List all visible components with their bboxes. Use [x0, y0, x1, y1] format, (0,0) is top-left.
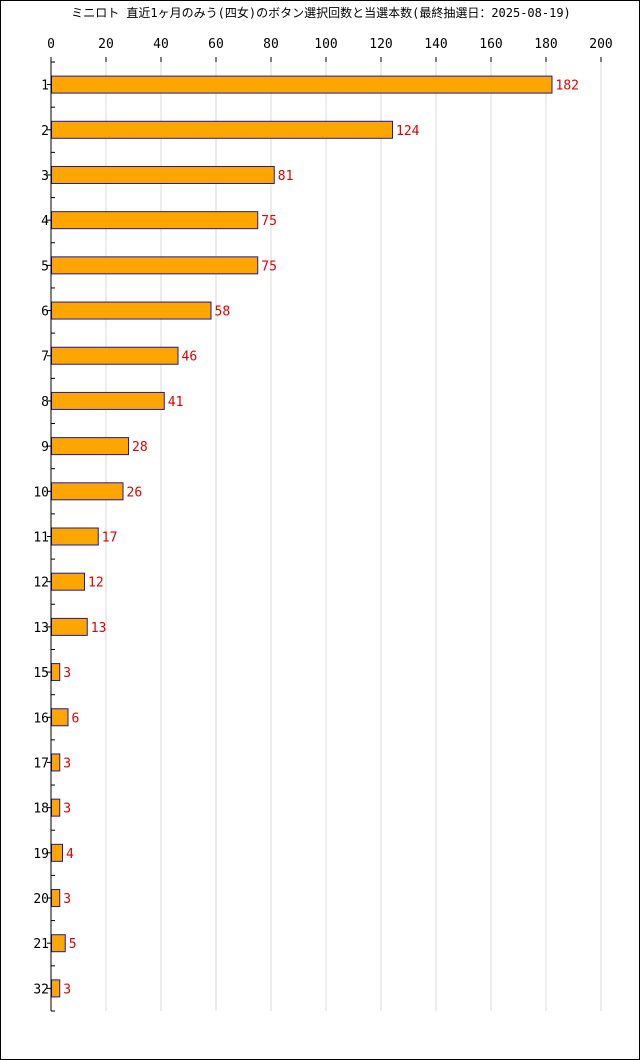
category-label: 9 [41, 440, 49, 455]
bar-19 [51, 843, 63, 862]
category-label: 4 [41, 214, 49, 229]
value-label: 3 [63, 756, 71, 771]
x-tick-label: 40 [153, 37, 169, 52]
bar-32 [51, 979, 61, 998]
bar-9 [51, 437, 129, 456]
bar-2 [51, 120, 393, 139]
category-label: 3 [41, 169, 49, 184]
x-tick-label: 20 [98, 37, 114, 52]
value-label: 182 [556, 79, 579, 94]
category-label: 11 [33, 531, 49, 546]
x-tick-label: 0 [47, 37, 55, 52]
value-label: 12 [88, 576, 104, 591]
x-tick-label: 140 [424, 37, 447, 52]
bar-12 [51, 572, 85, 591]
bar-7 [51, 346, 179, 365]
value-label: 124 [396, 124, 420, 139]
bar-3 [51, 165, 275, 184]
value-label: 13 [91, 621, 107, 636]
x-tick-label: 200 [589, 37, 612, 52]
value-label: 28 [132, 440, 148, 455]
value-label: 41 [168, 395, 184, 410]
x-tick-label: 60 [208, 37, 224, 52]
value-label: 3 [63, 666, 71, 681]
category-label: 6 [41, 305, 49, 320]
bar-8 [51, 391, 165, 410]
x-tick-label: 120 [369, 37, 392, 52]
category-label: 7 [41, 350, 49, 365]
category-label: 12 [33, 576, 49, 591]
category-label: 18 [33, 802, 49, 817]
category-label: 19 [33, 847, 49, 862]
chart-title: ミニロト 直近1ヶ月のみう(四女)のボタン選択回数と当選本数(最終抽選日：202… [71, 6, 571, 20]
value-label: 26 [127, 485, 143, 500]
category-label: 5 [41, 259, 49, 274]
value-label: 3 [63, 802, 71, 817]
bar-6 [51, 301, 212, 320]
category-label: 10 [33, 485, 49, 500]
value-label: 3 [63, 982, 71, 997]
bar-15 [51, 663, 61, 682]
bar-5 [51, 256, 259, 275]
category-label: 16 [33, 711, 49, 726]
value-label: 81 [278, 169, 294, 184]
value-label: 5 [69, 937, 77, 952]
bar-21 [51, 934, 66, 953]
category-label: 13 [33, 621, 49, 636]
x-tick-label: 160 [479, 37, 502, 52]
category-label: 17 [33, 756, 49, 771]
value-label: 3 [63, 892, 71, 907]
bar-4 [51, 211, 259, 230]
value-label: 46 [182, 350, 198, 365]
bars [51, 75, 553, 998]
y-axis [47, 61, 55, 1012]
category-label: 32 [33, 982, 49, 997]
bar-20 [51, 889, 61, 908]
bar-13 [51, 617, 88, 636]
value-label: 6 [72, 711, 80, 726]
category-label: 1 [41, 79, 49, 94]
value-label: 75 [261, 214, 277, 229]
value-label: 58 [215, 305, 231, 320]
x-tick-label: 80 [263, 37, 279, 52]
x-tick-label: 100 [314, 37, 337, 52]
value-label: 75 [261, 259, 277, 274]
value-label: 4 [66, 847, 74, 862]
bar-17 [51, 753, 61, 772]
x-axis-ticks: 0 20 40 60 80 100 120 140 160 180 200 [47, 37, 613, 62]
bar-10 [51, 482, 124, 501]
x-tick-label: 180 [534, 37, 557, 52]
category-label: 2 [41, 124, 49, 139]
category-label: 15 [33, 666, 49, 681]
bar-16 [51, 708, 69, 727]
bar-1 [51, 75, 553, 94]
category-label: 20 [33, 892, 49, 907]
bar-11 [51, 527, 99, 546]
value-label: 17 [102, 531, 118, 546]
category-label: 8 [41, 395, 49, 410]
category-label: 21 [33, 937, 49, 952]
bar-18 [51, 798, 61, 817]
grid-lines [105, 62, 602, 1011]
